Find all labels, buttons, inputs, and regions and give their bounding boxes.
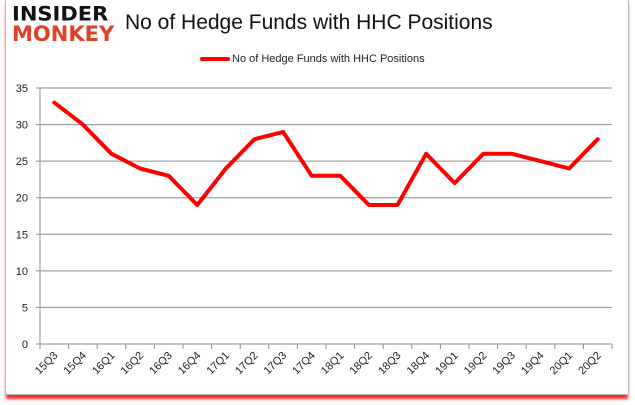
series-line: [52, 100, 600, 207]
x-tick-label: 18Q3: [376, 350, 404, 378]
x-tick-label: 18Q1: [319, 350, 347, 378]
x-tick-label: 20Q2: [576, 350, 604, 378]
logo-line-2: MONKEY: [12, 22, 115, 46]
y-tick-label: 25: [16, 156, 28, 168]
axes: [36, 87, 613, 349]
legend-label: No of Hedge Funds with HHC Positions: [232, 53, 425, 65]
x-tick-label: 17Q2: [233, 350, 261, 378]
x-axis-ticks: 15Q3 15Q4 16Q1 16Q2 16Q3 16Q4 17Q1 17Q2 17Q3 17Q4…: [33, 350, 604, 378]
y-axis-ticks: 0 5 10 15 20 25 30 35: [16, 83, 28, 351]
y-tick-label: 30: [16, 120, 28, 132]
x-tick-label: 19Q1: [433, 350, 461, 378]
x-tick-label: 18Q2: [347, 350, 375, 378]
x-tick-label: 15Q4: [61, 350, 89, 378]
chart-title: No of Hedge Funds with HHC Positions: [125, 11, 493, 34]
legend-line-swatch-icon: [200, 57, 230, 61]
x-tick-label: 16Q3: [147, 350, 175, 378]
logo-line-1: INSIDER: [12, 2, 109, 26]
x-tick-label: 19Q3: [490, 350, 518, 378]
x-tick-label: 16Q4: [176, 350, 204, 378]
insider-monkey-logo: INSIDER MONKEY: [12, 4, 114, 45]
x-tick-label: 16Q2: [119, 350, 147, 378]
x-tick-label: 20Q1: [548, 350, 576, 378]
chart-legend: No of Hedge Funds with HHC Positions: [200, 53, 425, 65]
x-tick-label: 16Q1: [90, 350, 118, 378]
y-tick-label: 5: [22, 302, 28, 314]
x-tick-label: 15Q3: [33, 350, 61, 378]
x-tick-label: 19Q4: [519, 350, 547, 378]
y-tick-label: 15: [16, 229, 28, 241]
gridlines: [40, 87, 612, 308]
x-tick-label: 19Q2: [462, 350, 490, 378]
y-tick-label: 0: [22, 339, 28, 351]
x-tick-label: 18Q4: [405, 350, 433, 378]
y-tick-label: 35: [16, 83, 28, 95]
x-tick-label: 17Q3: [262, 350, 290, 378]
x-tick-label: 17Q4: [290, 350, 318, 378]
y-tick-label: 10: [16, 266, 28, 278]
x-tick-label: 17Q1: [204, 350, 232, 378]
y-tick-label: 20: [16, 193, 28, 205]
